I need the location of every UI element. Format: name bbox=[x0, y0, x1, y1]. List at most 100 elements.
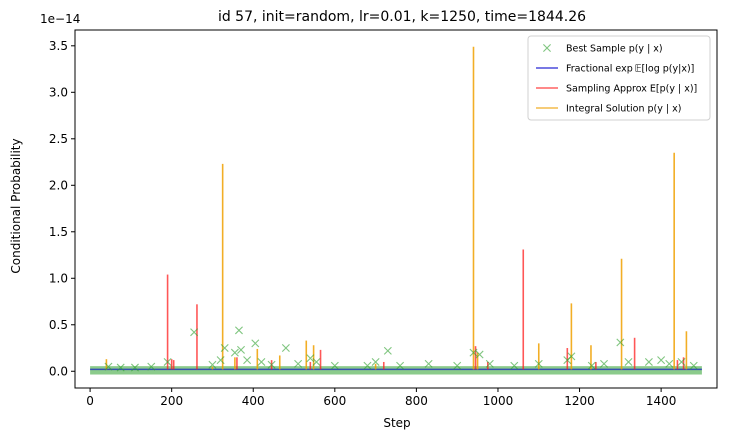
marker-stroke bbox=[267, 360, 276, 369]
x-tick-label: 1000 bbox=[483, 394, 514, 408]
y-tick-label: 1.5 bbox=[49, 225, 68, 239]
chart-title: id 57, init=random, lr=0.01, k=1250, tim… bbox=[218, 9, 586, 25]
best-sample-marker bbox=[234, 326, 243, 335]
x-tick-label: 600 bbox=[323, 394, 346, 408]
marker-stroke bbox=[644, 357, 653, 366]
marker-stroke bbox=[234, 326, 243, 335]
best-sample-marker bbox=[644, 357, 653, 366]
best-sample-marker bbox=[616, 338, 625, 347]
marker-stroke bbox=[237, 345, 245, 354]
marker-stroke bbox=[363, 361, 372, 370]
best-sample-marker bbox=[243, 356, 252, 365]
best-sample-marker bbox=[510, 361, 519, 370]
marker-stroke bbox=[534, 359, 543, 368]
best-sample-marker bbox=[600, 359, 609, 368]
marker-stroke bbox=[689, 361, 698, 370]
marker-stroke bbox=[147, 362, 156, 371]
best-sample-marker bbox=[371, 357, 380, 366]
best-sample-marker bbox=[116, 363, 125, 372]
best-sample-marker bbox=[453, 361, 462, 370]
marker-stroke bbox=[510, 361, 519, 370]
marker-stroke bbox=[624, 357, 633, 366]
x-tick-label: 0 bbox=[86, 394, 94, 408]
y-axis-title: Conditional Probability bbox=[9, 138, 23, 273]
legend-label: Best Sample p(y | x) bbox=[566, 44, 663, 55]
best-sample-marker bbox=[383, 346, 392, 355]
plot-area bbox=[90, 46, 702, 375]
best-sample-baseline-band bbox=[90, 366, 702, 375]
plot-frame bbox=[74, 29, 718, 389]
marker-stroke bbox=[330, 361, 339, 370]
legend-label: Integral Solution p(y | x) bbox=[566, 104, 681, 115]
best-sample-marker bbox=[147, 362, 156, 371]
best-sample-marker bbox=[689, 361, 698, 370]
best-sample-marker bbox=[216, 356, 225, 365]
best-sample-marker bbox=[163, 357, 172, 366]
best-sample-marker bbox=[312, 357, 321, 366]
legend-box bbox=[527, 35, 711, 121]
marker-stroke bbox=[677, 357, 686, 366]
marker-stroke bbox=[190, 328, 199, 337]
marker-stroke bbox=[383, 346, 392, 355]
marker-stroke bbox=[543, 44, 551, 52]
best-sample-marker bbox=[485, 359, 494, 368]
marker-stroke bbox=[116, 363, 125, 372]
marker-stroke bbox=[424, 359, 433, 368]
marker-stroke bbox=[587, 361, 596, 370]
best-sample-marker bbox=[665, 359, 674, 368]
best-sample-marker bbox=[306, 354, 315, 363]
x-axis-title: Step bbox=[383, 416, 410, 430]
best-sample-marker bbox=[469, 348, 478, 357]
y-tick-label: 0.5 bbox=[49, 318, 68, 332]
legend-label: Fractional exp 𝔼[log p(y|x)] bbox=[566, 64, 694, 75]
marker-stroke bbox=[281, 344, 290, 353]
y-axis: 0.0 0.5 1.0 1.5 2.0 2.5 3.0 3.5 bbox=[49, 39, 75, 378]
marker-stroke bbox=[485, 359, 494, 368]
best-sample-marker bbox=[220, 344, 229, 353]
best-sample-marker bbox=[424, 359, 433, 368]
y-tick-label: 3.5 bbox=[49, 39, 68, 53]
marker-stroke bbox=[130, 363, 139, 372]
best-sample-marker bbox=[396, 361, 405, 370]
marker-stroke bbox=[208, 360, 217, 369]
marker-stroke bbox=[475, 350, 484, 359]
legend: Best Sample p(y | x) Fractional exp 𝔼[log… bbox=[527, 35, 711, 121]
marker-stroke bbox=[396, 361, 405, 370]
best-sample-marker bbox=[237, 345, 245, 354]
best-sample-marker bbox=[281, 344, 290, 353]
marker-stroke bbox=[600, 359, 609, 368]
x-tick-label: 800 bbox=[405, 394, 428, 408]
marker-stroke bbox=[251, 339, 260, 348]
best-sample-marker bbox=[251, 339, 260, 348]
y-tick-label: 1.0 bbox=[49, 271, 68, 285]
y-tick-label: 2.0 bbox=[49, 178, 68, 192]
best-sample-marker bbox=[475, 350, 484, 359]
marker-stroke bbox=[230, 348, 239, 357]
best-sample-marker bbox=[657, 356, 666, 365]
marker-stroke bbox=[567, 352, 576, 361]
marker-stroke bbox=[453, 361, 462, 370]
marker-stroke bbox=[616, 338, 625, 347]
best-sample-marker bbox=[587, 361, 596, 370]
marker-stroke bbox=[257, 357, 266, 366]
marker-stroke bbox=[657, 356, 666, 365]
best-sample-marker bbox=[130, 363, 139, 372]
y-tick-label: 0.0 bbox=[49, 364, 68, 378]
best-sample-marker bbox=[257, 357, 266, 366]
best-sample-marker bbox=[567, 352, 576, 361]
marker-stroke bbox=[104, 362, 113, 371]
y-scale-label: 1e−14 bbox=[40, 12, 80, 26]
x-tick-label: 200 bbox=[160, 394, 183, 408]
x-tick-label: 1200 bbox=[564, 394, 595, 408]
marker-stroke bbox=[163, 357, 172, 366]
legend-marker bbox=[543, 44, 551, 52]
best-sample-marker bbox=[267, 360, 276, 369]
best-sample-marker bbox=[330, 361, 339, 370]
marker-stroke bbox=[216, 356, 225, 365]
x-tick-label: 400 bbox=[242, 394, 265, 408]
marker-stroke bbox=[294, 359, 303, 368]
marker-stroke bbox=[469, 348, 478, 357]
best-sample-marker bbox=[230, 348, 239, 357]
